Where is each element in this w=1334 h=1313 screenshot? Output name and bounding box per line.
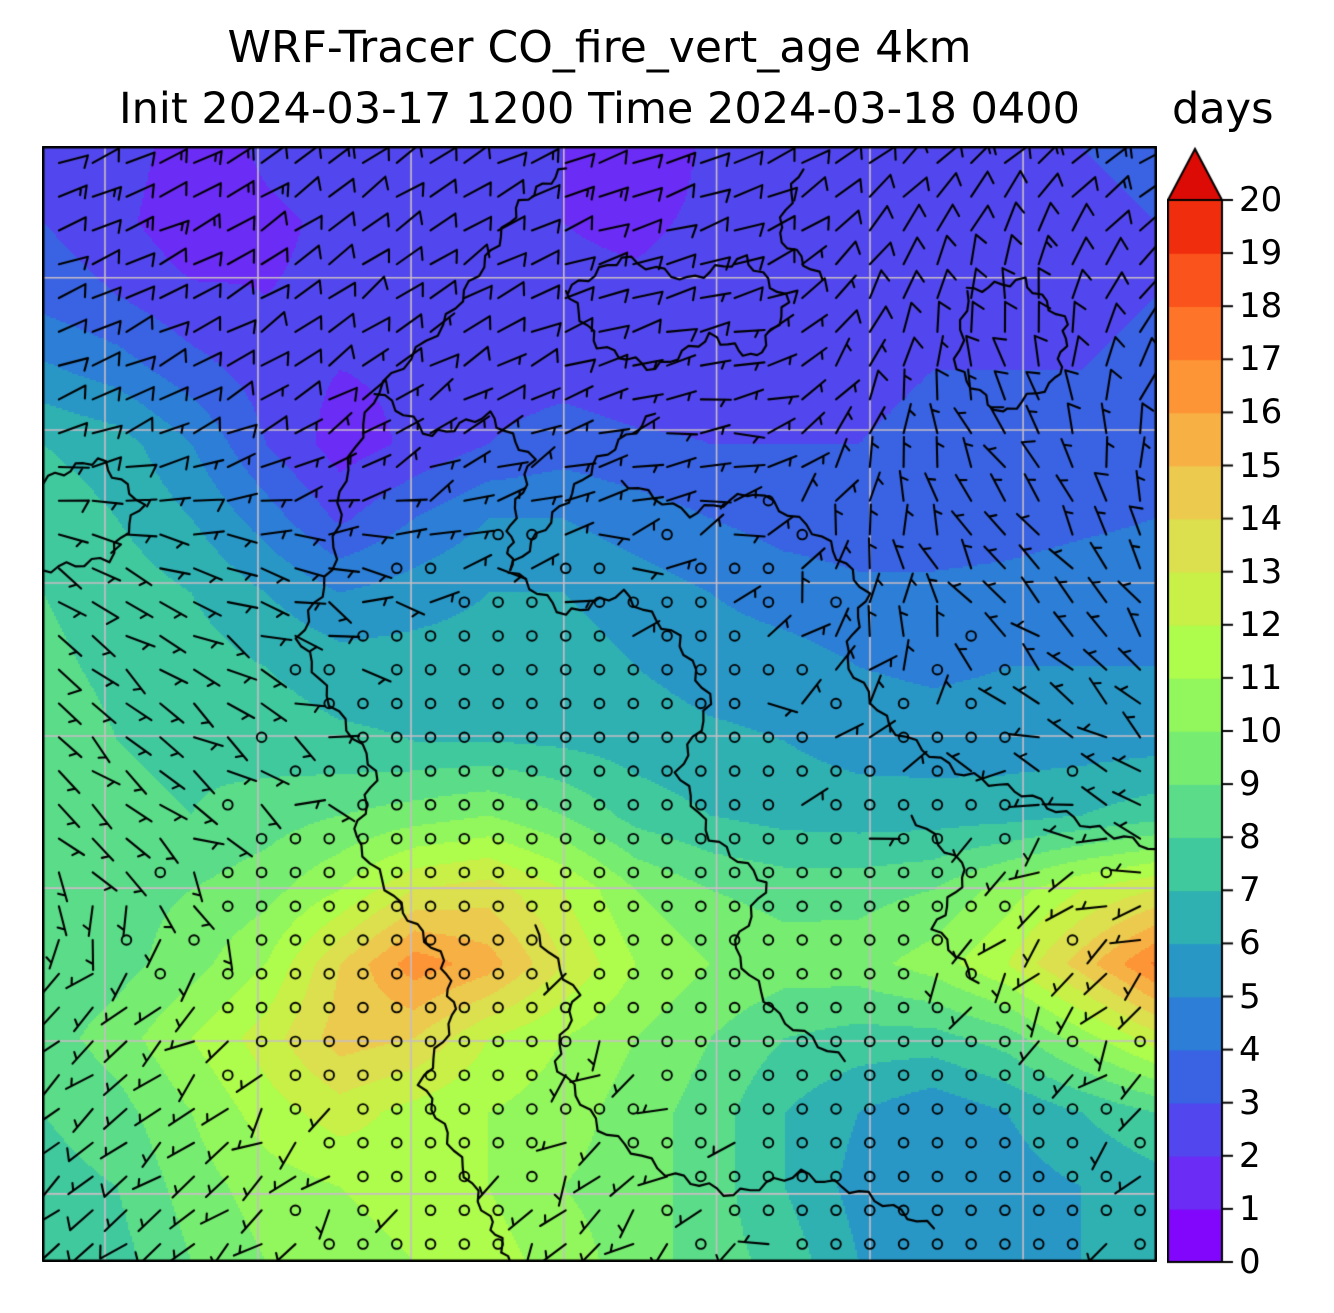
colorbar-tick-label: 1 [1239, 1188, 1261, 1229]
map-plot [42, 146, 1157, 1262]
wind-barbs-coastlines-canvas [42, 146, 1157, 1262]
page-title: WRF-Tracer CO_fire_vert_age 4km [227, 22, 972, 73]
page-subtitle: Init 2024-03-17 1200 Time 2024-03-18 040… [119, 84, 1080, 134]
colorbar-tick-label: 3 [1239, 1082, 1261, 1123]
colorbar-tick-label: 11 [1239, 657, 1283, 698]
colorbar-tick-label: 19 [1239, 233, 1283, 274]
colorbar-tick-label: 10 [1239, 711, 1283, 751]
colorbar-tick-label: 20 [1239, 180, 1283, 220]
colorbar-unit-label: days [1172, 84, 1274, 134]
colorbar-tick-label: 18 [1239, 286, 1283, 327]
colorbar-tick-label: 6 [1239, 923, 1261, 964]
colorbar [1167, 146, 1239, 1266]
colorbar-tick-label: 8 [1239, 817, 1261, 858]
colorbar-tick-label: 14 [1239, 498, 1283, 539]
colorbar-tick-label: 13 [1239, 551, 1283, 592]
colorbar-tick-label: 16 [1239, 392, 1283, 433]
colorbar-tick-label: 4 [1239, 1029, 1261, 1070]
colorbar-tick-label: 17 [1239, 339, 1283, 380]
colorbar-tick-label: 0 [1239, 1242, 1261, 1282]
colorbar-tick-label: 2 [1239, 1135, 1261, 1176]
colorbar-tick-label: 15 [1239, 445, 1283, 486]
colorbar-tick-label: 12 [1239, 604, 1283, 645]
colorbar-tick-label: 5 [1239, 976, 1261, 1017]
colorbar-tick-label: 9 [1239, 764, 1261, 805]
colorbar-tick-label: 7 [1239, 870, 1261, 911]
